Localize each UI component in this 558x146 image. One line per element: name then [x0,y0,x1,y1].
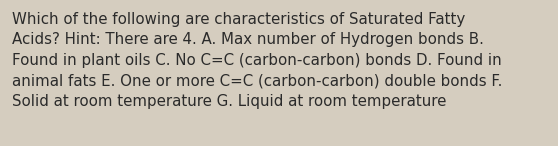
Text: Which of the following are characteristics of Saturated Fatty
Acids? Hint: There: Which of the following are characteristi… [12,12,502,109]
